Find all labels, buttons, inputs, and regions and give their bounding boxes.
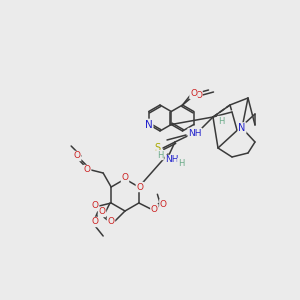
Text: O: O bbox=[84, 166, 91, 175]
Text: H: H bbox=[157, 151, 163, 160]
Text: N: N bbox=[238, 123, 246, 133]
Text: O: O bbox=[98, 208, 106, 217]
Text: O: O bbox=[190, 89, 197, 98]
Text: O: O bbox=[74, 152, 81, 160]
Text: NH: NH bbox=[188, 128, 202, 137]
Text: O: O bbox=[92, 202, 99, 211]
Text: O: O bbox=[92, 218, 99, 226]
Text: O: O bbox=[107, 217, 115, 226]
Text: O: O bbox=[195, 91, 202, 100]
Text: H: H bbox=[218, 116, 224, 125]
Text: N: N bbox=[145, 119, 153, 130]
Text: O: O bbox=[151, 205, 158, 214]
Text: S: S bbox=[154, 143, 160, 153]
Text: O: O bbox=[136, 182, 143, 191]
Text: NH: NH bbox=[165, 155, 179, 164]
Text: O: O bbox=[160, 200, 167, 209]
Text: O: O bbox=[122, 173, 128, 182]
Text: H: H bbox=[178, 158, 184, 167]
